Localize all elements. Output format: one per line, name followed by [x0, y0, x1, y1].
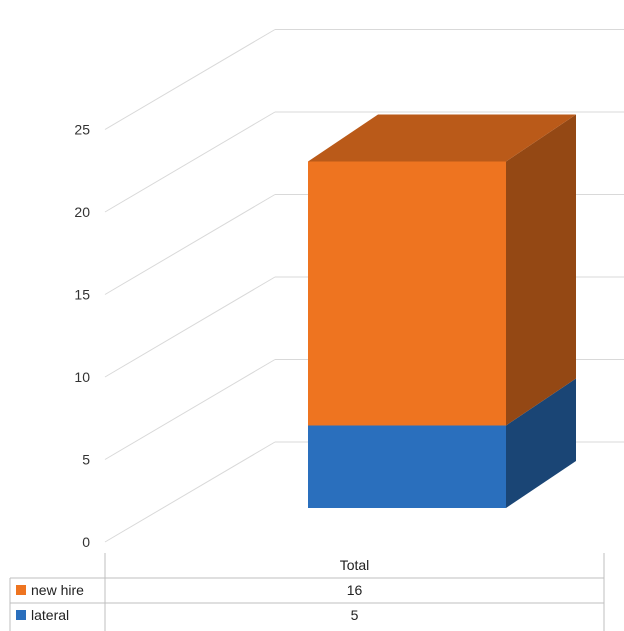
gridline-side — [104, 29, 276, 130]
y-axis: 0 5 10 15 20 25 — [74, 122, 90, 551]
gridline-side — [104, 441, 276, 543]
series-name: lateral — [31, 607, 69, 623]
y-tick-label: 5 — [82, 452, 90, 468]
gridline-side — [104, 111, 276, 213]
bar-side-new-hire — [506, 114, 576, 426]
legend-key-lateral — [16, 610, 26, 620]
bar-top-new-hire — [308, 114, 576, 162]
gridline-side — [104, 194, 276, 295]
bars — [308, 114, 576, 508]
data-value: 16 — [347, 582, 363, 598]
bar-side-lateral — [506, 378, 576, 508]
y-tick-label: 25 — [74, 122, 90, 138]
data-table: Total new hire 16 lateral 5 — [9, 553, 605, 631]
y-tick-label: 15 — [74, 287, 90, 303]
y-tick-label: 20 — [74, 204, 90, 220]
series-name: new hire — [31, 582, 84, 598]
bar-front-new-hire — [308, 161, 506, 426]
category-label: Total — [340, 557, 370, 573]
y-tick-label: 0 — [82, 534, 90, 550]
data-value: 5 — [351, 607, 359, 623]
y-tick-label: 10 — [74, 369, 90, 385]
gridline-side — [104, 276, 276, 378]
gridline-side — [104, 359, 276, 460]
bar-front-lateral — [308, 425, 506, 508]
legend-key-new-hire — [16, 585, 26, 595]
